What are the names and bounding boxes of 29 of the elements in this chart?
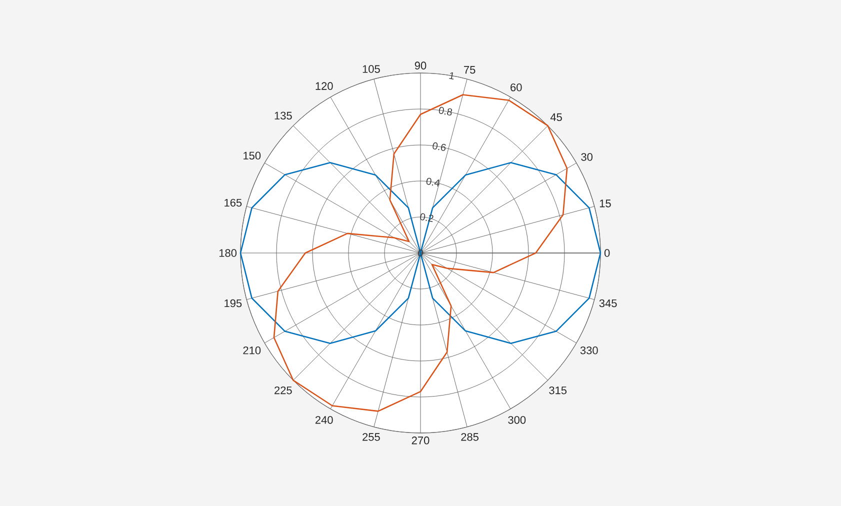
spoke-label: 270 <box>412 436 430 444</box>
spoke-label: 30 <box>581 153 593 161</box>
spoke-label: 75 <box>464 66 476 74</box>
spoke-label: 150 <box>244 152 261 160</box>
spoke-label: 330 <box>580 346 598 354</box>
spoke-label: 0 <box>604 249 610 257</box>
spoke-label: 315 <box>549 386 567 394</box>
spoke-label: 300 <box>508 416 526 424</box>
spoke-label: 345 <box>599 299 617 308</box>
spoke-label: 120 <box>316 82 333 90</box>
spoke-label: 60 <box>510 83 522 92</box>
spoke-label: 225 <box>274 386 292 394</box>
spoke-label: 195 <box>224 299 242 308</box>
spoke-label: 180 <box>219 249 237 257</box>
spoke-label: 255 <box>362 433 380 441</box>
spoke-label: 165 <box>224 198 242 207</box>
y-tick-label: 1 <box>449 72 454 80</box>
spoke-label: 90 <box>414 62 426 70</box>
y-tick-label: 0.4 <box>426 178 440 186</box>
y-tick-label: 0.8 <box>438 106 452 116</box>
spoke-label: 15 <box>600 200 611 208</box>
spoke-label: 45 <box>550 113 562 122</box>
spoke-label: 105 <box>362 65 380 73</box>
y-tick-label: 0.2 <box>420 213 434 222</box>
spoke-label: 135 <box>274 112 292 120</box>
spoke-label: 285 <box>461 433 478 441</box>
spoke-label: 210 <box>243 346 261 354</box>
spoke-label: 240 <box>315 416 333 424</box>
y-tick-label: 0.6 <box>432 142 446 151</box>
